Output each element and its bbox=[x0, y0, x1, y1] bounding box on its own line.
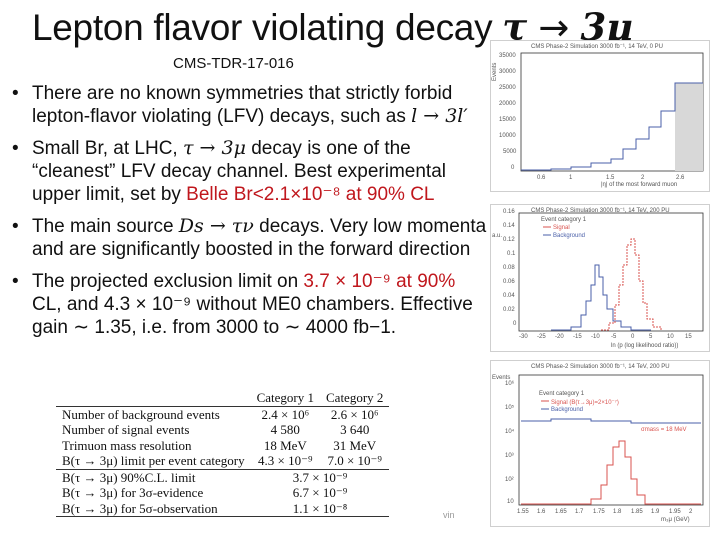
legend-background: Background bbox=[551, 407, 584, 413]
bullet-list: • There are no known symmetries that stri… bbox=[12, 82, 488, 348]
table-row: B(τ → 3μ) for 3σ-evidence 6.7 × 10⁻⁹ bbox=[62, 485, 348, 500]
legend-background: Background bbox=[553, 233, 586, 239]
likelihood-canvas bbox=[518, 212, 704, 332]
legend-signal: Signal (B(τ→3μ)=2×10⁻⁷) bbox=[551, 400, 619, 406]
plot-header: CMS Phase-2 Simulation 3000 fb⁻¹, 14 TeV… bbox=[531, 44, 663, 50]
slide-title: Lepton flavor violating decay τ → 3μ bbox=[32, 2, 720, 53]
table-row: Number of signal events 4 580 3 640 bbox=[62, 422, 370, 437]
bullet-item: • The projected exclusion limit on 3.7 × … bbox=[12, 271, 473, 338]
projected-limit: 3.7 × 10⁻⁹ at 90% bbox=[303, 271, 456, 292]
eta-histogram: CMS Phase-2 Simulation 3000 fb⁻¹, 14 TeV… bbox=[490, 40, 710, 192]
table-row: Number of background events 2.4 × 10⁶ 2.… bbox=[62, 406, 379, 422]
belle-limit: Belle Br<2.1×10⁻⁸ at 90% CL bbox=[186, 184, 435, 205]
plot-header: CMS Phase-2 Simulation 3000 fb⁻¹, 14 TeV… bbox=[531, 208, 670, 214]
bullet-item: • Small Br, at LHC, τ → 3μ decay is one o… bbox=[12, 137, 446, 205]
legend-title: Event category 1 bbox=[539, 391, 585, 397]
bullet-item: • The main source Ds → τν decays. Very lo… bbox=[12, 215, 487, 260]
plot-xlabel: ln (p (log likelihood ratio)) bbox=[611, 343, 679, 349]
table-row: B(τ → 3μ) 90%C.L. limit 3.7 × 10⁻⁹ bbox=[56, 468, 390, 485]
mass-annotation: σmass = 18 MeV bbox=[641, 427, 687, 433]
footer-text: vin bbox=[443, 510, 455, 520]
plot-ylabel: a.u. bbox=[492, 233, 503, 239]
table-row: Trimuon mass resolution 18 MeV 31 MeV bbox=[62, 437, 377, 453]
plot-ylabel: Events bbox=[492, 375, 511, 381]
column-header: Category 2 bbox=[320, 390, 390, 407]
bullet-item: • There are no known symmetries that stri… bbox=[12, 83, 468, 127]
likelihood-plot: CMS Phase-2 Simulation 3000 fb⁻¹, 14 TeV… bbox=[490, 204, 710, 352]
legend-signal: Signal bbox=[553, 225, 570, 231]
legend-title: Event category 1 bbox=[541, 217, 587, 223]
eta-histogram-canvas bbox=[520, 52, 704, 172]
title-text: Lepton flavor violating decay bbox=[32, 7, 503, 48]
results-table: Category 1 Category 2 Number of backgrou… bbox=[56, 390, 390, 517]
mass-plot: CMS Phase-2 Simulation 3000 fb⁻¹, 14 TeV… bbox=[490, 360, 710, 527]
table-header-row: Category 1 Category 2 bbox=[56, 390, 390, 407]
plot-header: CMS Phase-2 Simulation 3000 fb⁻¹, 14 TeV… bbox=[531, 364, 670, 370]
reference-label: CMS-TDR-17-016 bbox=[173, 55, 294, 72]
column-header: Category 1 bbox=[250, 390, 320, 407]
table-row: B(τ → 3μ) limit per event category 4.3 ×… bbox=[62, 453, 382, 468]
plot-xlabel: m₃μ (GeV) bbox=[661, 517, 690, 523]
mass-canvas bbox=[518, 374, 704, 506]
plot-xlabel: |η| of the most forward muon bbox=[601, 182, 678, 188]
table-row: B(τ → 3μ) for 5σ-observation 1.1 × 10⁻⁸ bbox=[56, 500, 390, 517]
